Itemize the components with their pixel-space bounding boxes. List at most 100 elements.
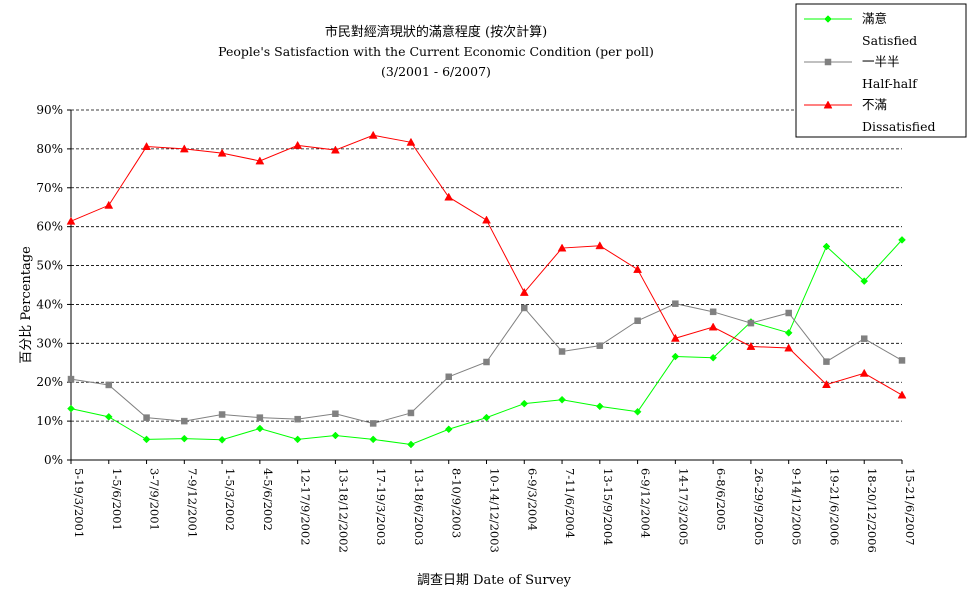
data-point-satisfied	[104, 412, 113, 421]
chart-title: 市民對經濟現狀的滿意程度 (按次計算)	[325, 24, 547, 40]
x-tick-label: 19-21/6/2006	[827, 468, 841, 546]
data-point-dissatisfied	[330, 145, 340, 154]
data-point-dissatisfied	[406, 137, 416, 146]
data-point-half-half	[218, 411, 226, 418]
data-point-dissatisfied	[670, 333, 680, 342]
data-point-dissatisfied	[822, 380, 831, 389]
legend-item-satisfied: 滿意 Satisfied	[804, 11, 917, 48]
data-point-dissatisfied	[746, 341, 756, 350]
data-point-satisfied	[369, 435, 378, 444]
data-point-half-half	[860, 335, 868, 342]
x-tick-label: 12-17/9/2002	[299, 468, 313, 546]
data-point-satisfied	[709, 353, 717, 362]
x-tick-label: 1-5/3/2002	[223, 468, 237, 531]
y-tick-label: 10%	[36, 414, 63, 428]
data-point-half-half	[634, 317, 641, 325]
data-point-half-half	[823, 358, 830, 365]
y-axis-label: 百分比 Percentage	[19, 246, 34, 364]
x-tick-label: 17-19/3/2003	[374, 468, 388, 546]
x-tick-label: 13-15/9/2004	[601, 468, 615, 546]
legend-label-zh: 一半半	[862, 54, 900, 69]
data-point-satisfied	[784, 328, 793, 337]
x-tick-label: 3-7/9/2001	[148, 468, 162, 531]
data-point-half-half	[407, 409, 415, 417]
x-tick-label: 14-17/3/2005	[676, 468, 690, 546]
y-tick-label: 0%	[44, 453, 63, 467]
data-point-half-half	[596, 342, 604, 349]
x-tick-label: 15-21/6/2007	[903, 468, 917, 546]
data-point-dissatisfied	[368, 130, 378, 139]
legend: 滿意 Satisfied 一半半 Half-half 不滿 Dissatisfied	[795, 3, 967, 138]
data-point-dissatisfied	[104, 200, 114, 209]
data-point-satisfied	[671, 352, 680, 361]
chart-subtitle: People's Satisfaction with the Current E…	[218, 44, 654, 59]
chart-titles: 市民對經濟現狀的滿意程度 (按次計算) People's Satisfactio…	[218, 24, 654, 79]
x-tick-label: 1-5/6/2001	[110, 468, 124, 531]
data-point-dissatisfied	[66, 216, 76, 225]
data-point-half-half	[332, 410, 339, 417]
y-tick-label: 50%	[36, 259, 63, 273]
data-point-satisfied	[633, 407, 642, 416]
chart-subtitle-range: (3/2001 - 6/2007)	[381, 64, 491, 79]
data-point-dissatisfied	[859, 368, 869, 377]
data-point-dissatisfied	[708, 322, 718, 331]
legend-box	[795, 3, 967, 138]
x-tick-label: 5-19/3/2001	[72, 468, 86, 538]
x-tick-label: 18-20/12/2006	[865, 468, 879, 553]
data-point-half-half	[785, 309, 792, 317]
data-point-satisfied	[331, 431, 340, 440]
y-tick-label: 20%	[36, 375, 63, 389]
data-point-half-half	[445, 373, 452, 381]
series-layer	[66, 130, 907, 449]
data-point-half-half	[256, 414, 264, 421]
gridlines	[71, 109, 902, 422]
data-point-satisfied	[595, 402, 604, 411]
data-point-half-half	[709, 308, 717, 316]
series-dissatisfied	[66, 130, 907, 399]
data-point-satisfied	[180, 434, 189, 443]
x-tick-label: 4-5/6/2002	[261, 468, 275, 531]
data-point-half-half	[898, 357, 906, 364]
y-tick-label: 90%	[36, 103, 63, 117]
legend-label-zh: 不滿	[862, 97, 887, 112]
y-tick-label: 30%	[36, 336, 63, 350]
x-tick-label: 13-18/6/2003	[412, 468, 426, 546]
legend-label-en: Satisfied	[862, 33, 917, 48]
data-point-dissatisfied	[595, 241, 605, 250]
data-point-dissatisfied	[444, 192, 454, 201]
data-point-dissatisfied	[633, 264, 643, 273]
y-tick-label: 40%	[36, 297, 63, 311]
data-point-half-half	[369, 420, 377, 427]
data-point-satisfied	[444, 425, 453, 434]
data-point-satisfied	[407, 440, 415, 449]
x-tick-label: 7-9/12/2001	[185, 468, 199, 538]
data-point-satisfied	[520, 399, 529, 408]
data-point-dissatisfied	[142, 142, 151, 151]
data-point-satisfied	[256, 424, 264, 433]
y-tick-label: 70%	[36, 181, 63, 195]
x-tick-label: 9-14/12/2005	[790, 468, 804, 546]
x-tick-label: 10-14/12/2003	[488, 468, 502, 553]
data-point-dissatisfied	[519, 287, 529, 296]
data-point-half-half	[558, 348, 566, 355]
x-tick-label: 13-18/12/2002	[336, 468, 350, 553]
data-point-satisfied	[822, 242, 831, 251]
data-point-satisfied	[142, 435, 151, 444]
data-point-half-half	[747, 319, 755, 327]
data-point-half-half	[483, 358, 490, 366]
legend-label-en: Dissatisfied	[862, 119, 935, 134]
data-point-dissatisfied	[293, 140, 303, 149]
data-point-satisfied	[482, 413, 491, 422]
legend-item-half-half: 一半半 Half-half	[804, 54, 918, 91]
data-point-half-half	[294, 415, 301, 423]
data-point-half-half	[521, 304, 528, 312]
x-tick-label: 6-9/12/2004	[639, 468, 653, 538]
data-point-half-half	[672, 300, 679, 307]
legend-item-dissatisfied: 不滿 Dissatisfied	[804, 97, 935, 134]
legend-label-en: Half-half	[862, 76, 918, 91]
legend-marker	[824, 58, 832, 66]
data-point-satisfied	[67, 404, 75, 413]
data-point-half-half	[67, 375, 75, 383]
data-point-satisfied	[860, 277, 869, 285]
